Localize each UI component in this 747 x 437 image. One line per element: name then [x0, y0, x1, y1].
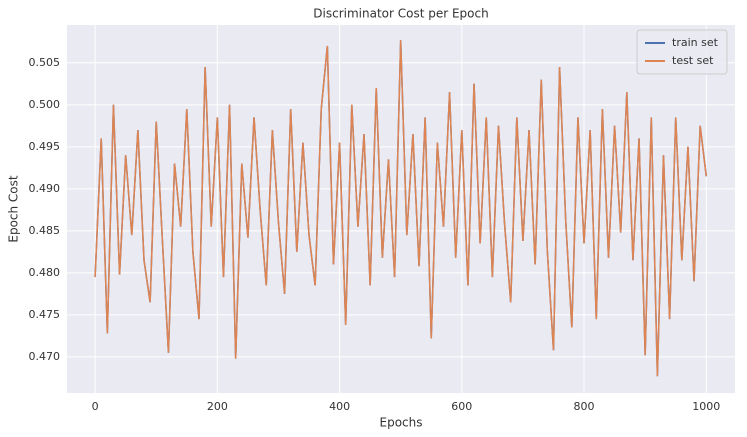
x-tick-label: 800: [574, 400, 595, 413]
x-tick-label: 1000: [692, 400, 720, 413]
y-tick-label: 0.500: [29, 98, 61, 111]
x-tick-label: 600: [451, 400, 472, 413]
y-tick-label: 0.505: [29, 56, 61, 69]
chart-title: Discriminator Cost per Epoch: [313, 7, 488, 21]
y-tick-label: 0.470: [29, 350, 61, 363]
legend-box: [636, 29, 728, 75]
y-tick-label: 0.475: [29, 308, 61, 321]
legend-label: test set: [672, 54, 714, 67]
y-tick-label: 0.495: [29, 140, 61, 153]
y-tick-label: 0.485: [29, 224, 61, 237]
x-tick-label: 400: [329, 400, 350, 413]
x-tick-label: 0: [92, 400, 99, 413]
y-axis-label: Epoch Cost: [7, 175, 21, 243]
y-tick-label: 0.480: [29, 266, 61, 279]
x-axis-label: Epochs: [380, 416, 423, 430]
x-tick-label: 200: [207, 400, 228, 413]
legend-label: train set: [672, 36, 719, 49]
y-tick-label: 0.490: [29, 182, 61, 195]
line-series: [94, 40, 708, 377]
